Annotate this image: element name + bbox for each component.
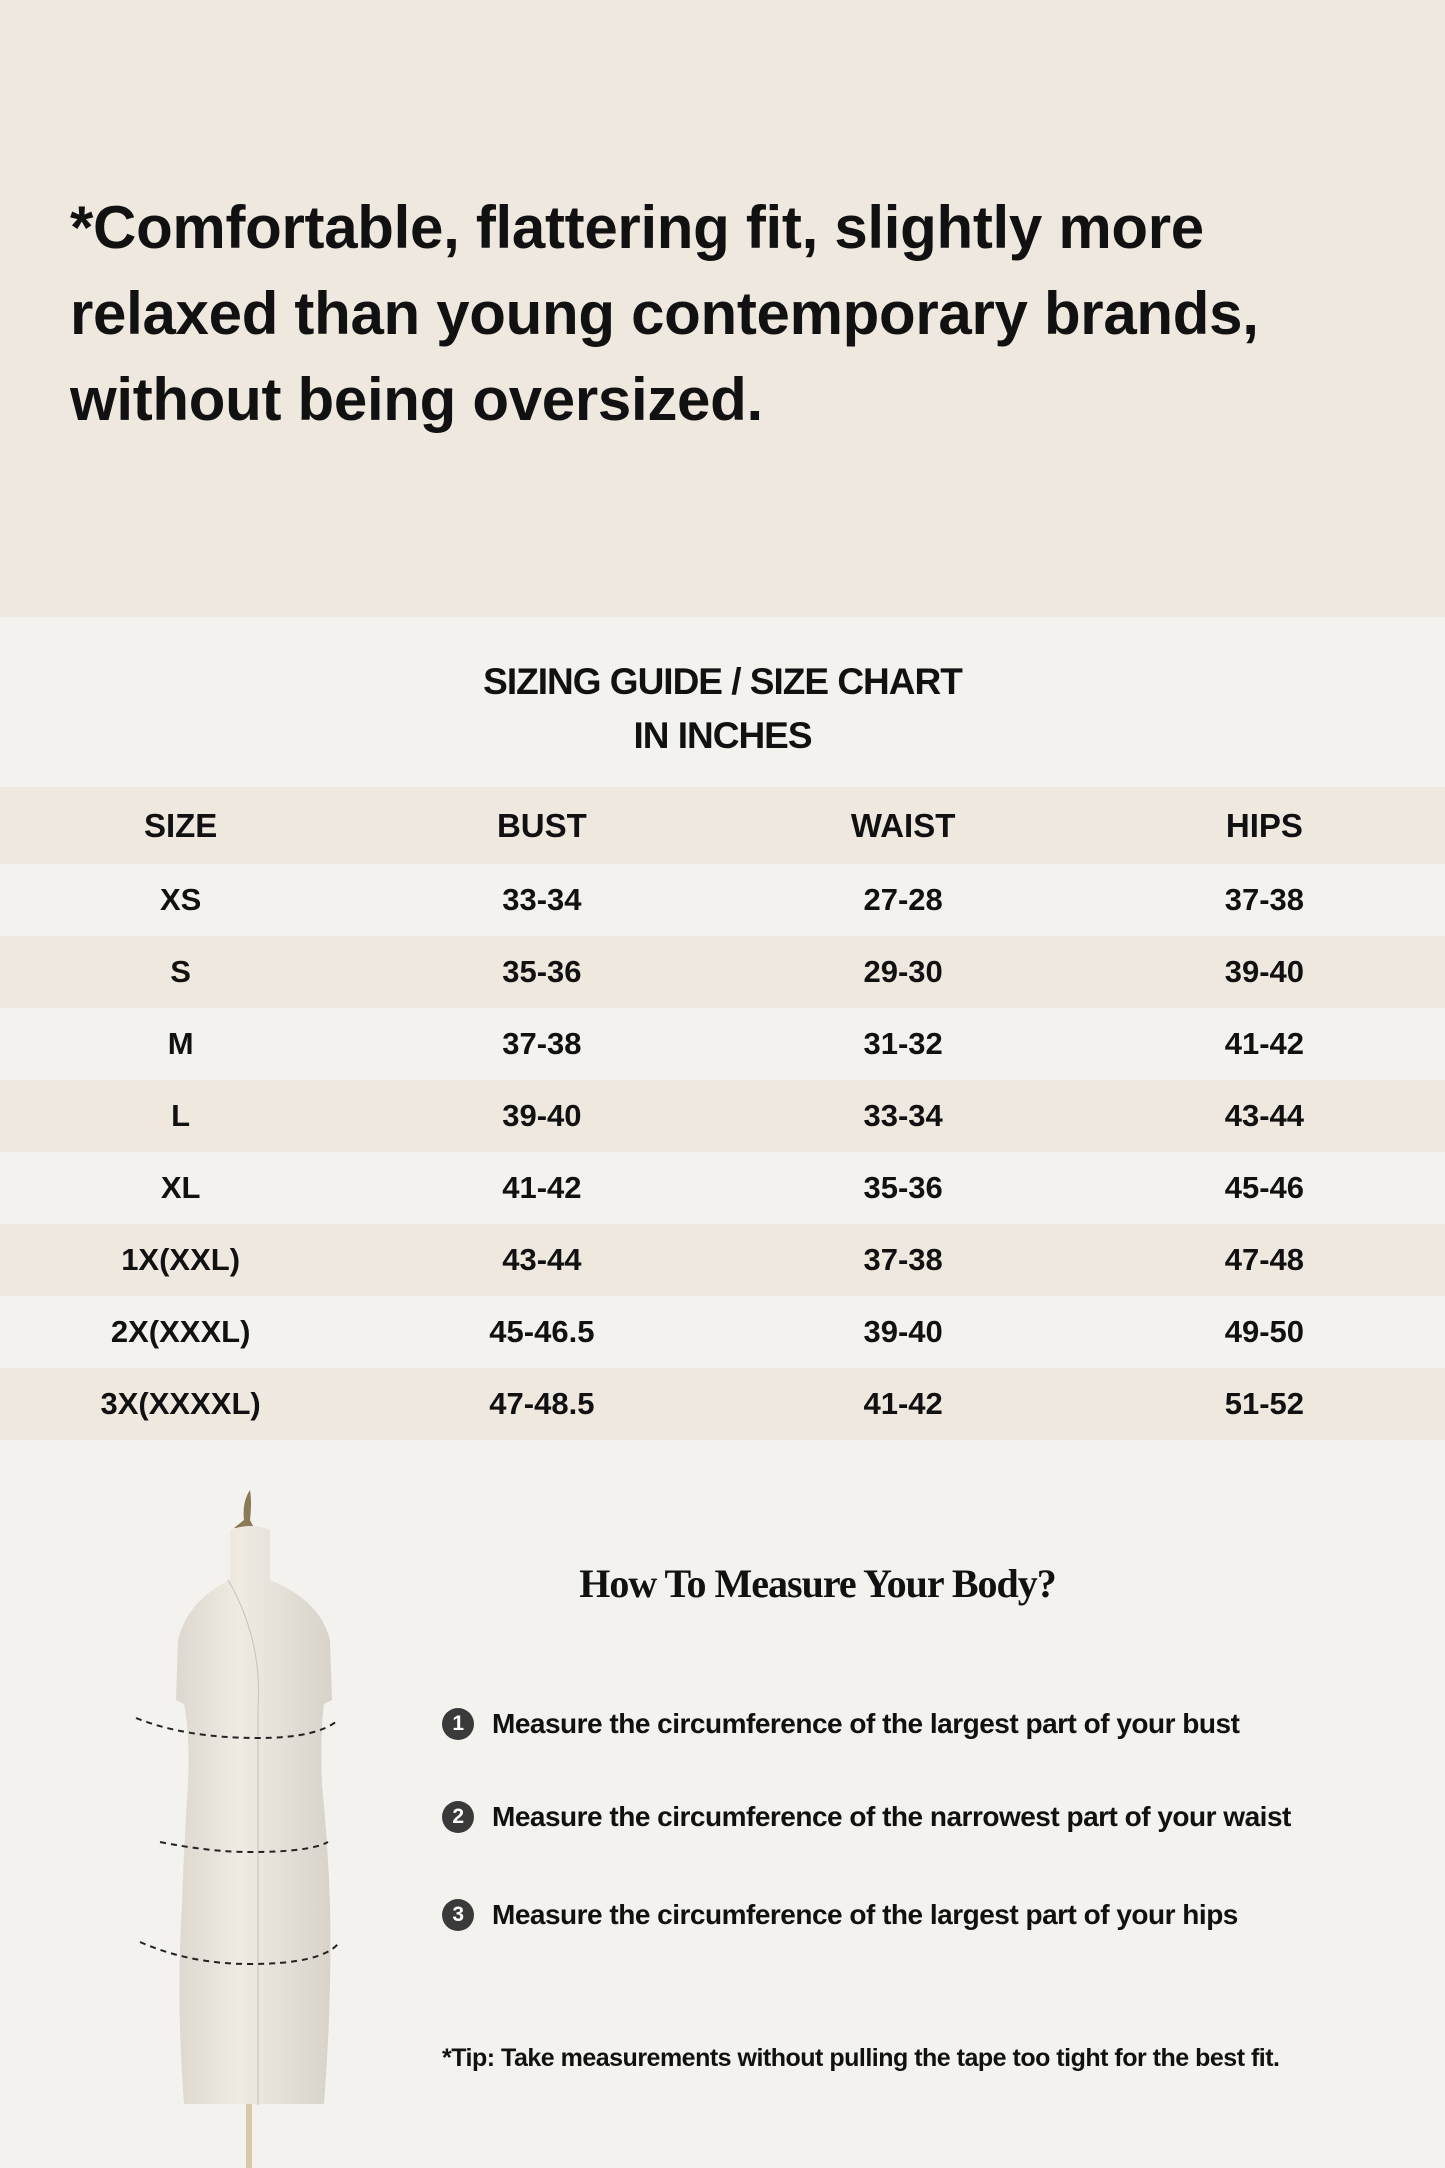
table-row: M 37-38 31-32 41-42 — [0, 1008, 1445, 1080]
cell-waist: 29-30 — [863, 954, 943, 989]
cell-bust: 43-44 — [502, 1242, 582, 1277]
cell-bust: 39-40 — [502, 1098, 582, 1133]
table-row: XS 33-34 27-28 37-38 — [0, 864, 1445, 936]
step-hips: 3 Measure the circumference of the large… — [442, 1899, 1238, 1931]
table-row: S 35-36 29-30 39-40 — [0, 936, 1445, 1008]
table-row: 2X(XXXL) 45-46.5 39-40 49-50 — [0, 1296, 1445, 1368]
cell-hips: 49-50 — [1224, 1314, 1305, 1349]
title-unit: IN INCHES — [633, 715, 812, 756]
step-text: Measure the circumference of the narrowe… — [492, 1801, 1291, 1832]
cell-hips: 45-46 — [1224, 1170, 1305, 1205]
cell-waist: 41-42 — [863, 1386, 943, 1421]
cell-waist: 35-36 — [863, 1170, 943, 1205]
fit-line: relaxed than young contemporary brands, — [70, 280, 1259, 347]
step-bust: 1 Measure the circumference of the large… — [442, 1708, 1240, 1740]
cell-bust: 33-34 — [502, 882, 582, 917]
cell-hips: 37-38 — [1224, 882, 1305, 917]
step-text: Measure the circumference of the largest… — [492, 1899, 1238, 1930]
size-chart-title: SIZING GUIDE / SIZE CHART IN INCHES — [0, 655, 1445, 763]
how-to-measure-heading: How To Measure Your Body? — [579, 1561, 1057, 1606]
size-table: SIZE BUST WAIST HIPS XS 33-34 27-28 37-38 S 3… — [0, 787, 1445, 1440]
cell-size: M — [167, 1026, 194, 1061]
table-row: L 39-40 33-34 43-44 — [0, 1080, 1445, 1152]
dress-form-image — [135, 1490, 339, 2168]
cell-waist: 37-38 — [863, 1242, 943, 1277]
cell-hips: 47-48 — [1224, 1242, 1305, 1277]
cell-size: L — [171, 1098, 191, 1133]
number-3-icon: 3 — [442, 1899, 474, 1931]
step-waist: 2 Measure the circumference of the narro… — [442, 1801, 1291, 1833]
cell-bust: 45-46.5 — [489, 1314, 595, 1349]
cell-hips: 39-40 — [1224, 954, 1305, 989]
table-row: XL 41-42 35-36 45-46 — [0, 1152, 1445, 1224]
fit-line: without being oversized. — [70, 366, 763, 433]
cell-hips: 51-52 — [1224, 1386, 1305, 1421]
fit-line: *Comfortable, flattering fit, slightly m… — [70, 194, 1204, 261]
step-text: Measure the circumference of the largest… — [492, 1708, 1240, 1739]
cell-bust: 47-48.5 — [489, 1386, 595, 1421]
cell-size: XS — [159, 882, 202, 917]
cell-bust: 41-42 — [502, 1170, 582, 1205]
cell-hips: 43-44 — [1224, 1098, 1305, 1133]
table-header: SIZE BUST WAIST HIPS — [0, 787, 1445, 864]
cell-bust: 37-38 — [502, 1026, 582, 1061]
tip-note: *Tip: Take measurements without pulling … — [442, 2044, 1280, 2072]
cell-waist: 31-32 — [863, 1026, 943, 1061]
cell-size: 1X(XXL) — [121, 1242, 241, 1277]
cell-size: 2X(XXXL) — [110, 1314, 251, 1349]
cell-size: S — [170, 954, 191, 989]
header-bust: BUST — [496, 806, 587, 844]
number-1-icon: 1 — [442, 1708, 474, 1740]
intro-banner: *Comfortable, flattering fit, slightly m… — [0, 0, 1445, 617]
number-2-icon: 2 — [442, 1801, 474, 1833]
title-line: SIZING GUIDE / SIZE CHART — [483, 661, 963, 702]
header-size: SIZE — [143, 806, 218, 844]
cell-waist: 33-34 — [863, 1098, 943, 1133]
cell-waist: 39-40 — [863, 1314, 943, 1349]
cell-waist: 27-28 — [863, 882, 943, 917]
header-hips: HIPS — [1225, 806, 1303, 844]
fit-description: *Comfortable, flattering fit, slightly m… — [70, 185, 1410, 443]
cell-hips: 41-42 — [1224, 1026, 1305, 1061]
cell-size: XL — [160, 1170, 201, 1205]
table-row: 1X(XXL) 43-44 37-38 47-48 — [0, 1224, 1445, 1296]
table-row: 3X(XXXXL) 47-48.5 41-42 51-52 — [0, 1368, 1445, 1440]
cell-bust: 35-36 — [502, 954, 582, 989]
cell-size: 3X(XXXXL) — [100, 1386, 261, 1421]
header-waist: WAIST — [850, 806, 956, 844]
